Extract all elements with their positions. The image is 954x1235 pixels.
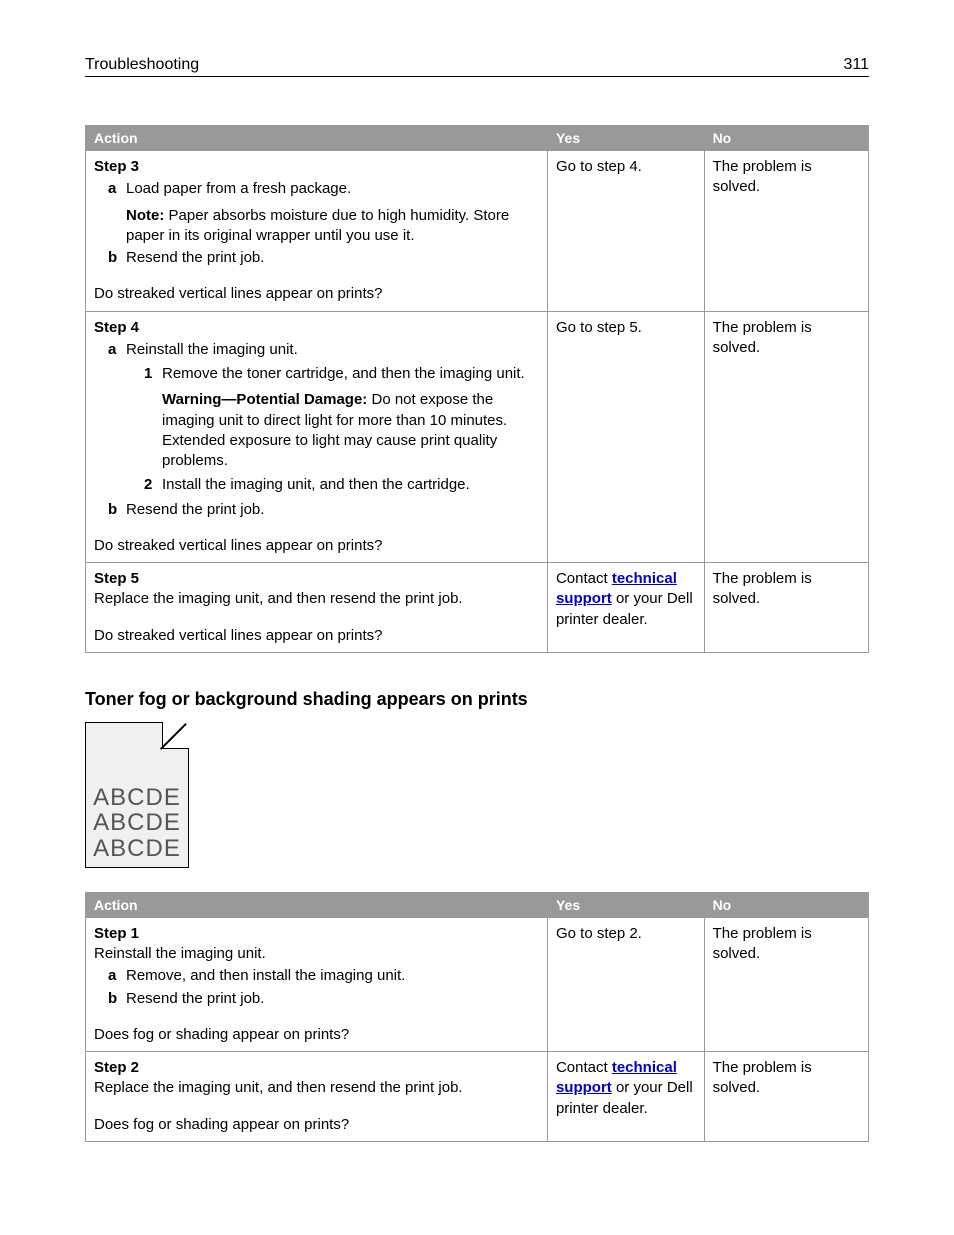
table-row: Step 5 Replace the imaging unit, and the…	[86, 563, 869, 653]
section-title: Troubleshooting	[85, 56, 199, 74]
sample-line: ABCDE	[86, 810, 188, 835]
step-label: Step 4	[94, 318, 539, 338]
note-text: Paper absorbs moisture due to high humid…	[126, 207, 509, 244]
th-no: No	[704, 892, 868, 917]
page-number: 311	[843, 56, 869, 74]
section-heading: Toner fog or background shading appears …	[85, 689, 869, 710]
troubleshoot-table-2: Action Yes No Step 1 Reinstall the imagi…	[85, 892, 869, 1142]
list-marker: 1	[144, 364, 162, 471]
step-question: Does fog or shading appear on prints?	[94, 1115, 539, 1135]
step-label: Step 2	[94, 1058, 539, 1078]
no-cell: The problem is solved.	[704, 563, 868, 653]
table-row: Step 2 Replace the imaging unit, and the…	[86, 1052, 869, 1142]
warning-label: Warning—Potential Damage:	[162, 391, 367, 408]
list-text: Remove the toner cartridge, and then the…	[162, 365, 525, 382]
table-row: Step 4 a Reinstall the imaging unit. 1	[86, 311, 869, 563]
yes-pre: Contact	[556, 570, 612, 587]
no-cell: The problem is solved.	[704, 151, 868, 312]
no-cell: The problem is solved.	[704, 917, 868, 1051]
step-question: Do streaked vertical lines appear on pri…	[94, 536, 539, 556]
list-marker: b	[108, 500, 126, 520]
step-question: Does fog or shading appear on prints?	[94, 1025, 539, 1045]
step-label: Step 3	[94, 157, 539, 177]
th-action: Action	[86, 892, 548, 917]
list-text: Reinstall the imaging unit.	[126, 341, 298, 358]
list-text: Resend the print job.	[126, 500, 539, 520]
yes-cell: Go to step 2.	[547, 917, 704, 1051]
step-label: Step 1	[94, 924, 539, 944]
document-page: Troubleshooting 311 Action Yes No Step 3…	[0, 0, 954, 1182]
th-no: No	[704, 126, 868, 151]
list-marker: 2	[144, 475, 162, 495]
list-marker: b	[108, 989, 126, 1009]
list-marker: a	[108, 179, 126, 246]
yes-pre: Contact	[556, 1059, 612, 1076]
yes-cell: Go to step 5.	[547, 311, 704, 563]
page-header: Troubleshooting 311	[85, 56, 869, 77]
th-yes: Yes	[547, 892, 704, 917]
note-label: Note:	[126, 207, 164, 224]
no-cell: The problem is solved.	[704, 1052, 868, 1142]
step-plain: Replace the imaging unit, and then resen…	[94, 1078, 539, 1098]
step-plain: Reinstall the imaging unit.	[94, 944, 539, 964]
no-cell: The problem is solved.	[704, 311, 868, 563]
print-sample-icon: ABCDE ABCDE ABCDE	[85, 722, 189, 868]
table-row: Step 1 Reinstall the imaging unit. a Rem…	[86, 917, 869, 1051]
th-yes: Yes	[547, 126, 704, 151]
th-action: Action	[86, 126, 548, 151]
table-row: Step 3 a Load paper from a fresh package…	[86, 151, 869, 312]
yes-cell: Go to step 4.	[547, 151, 704, 312]
step-label: Step 5	[94, 569, 539, 589]
list-marker: b	[108, 248, 126, 268]
list-text: Resend the print job.	[126, 989, 539, 1009]
yes-cell: Contact technical support or your Dell p…	[547, 563, 704, 653]
list-marker: a	[108, 966, 126, 986]
step-question: Do streaked vertical lines appear on pri…	[94, 626, 539, 646]
list-text: Resend the print job.	[126, 248, 539, 268]
yes-cell: Contact technical support or your Dell p…	[547, 1052, 704, 1142]
troubleshoot-table-1: Action Yes No Step 3 a Load paper from a…	[85, 125, 869, 653]
list-text: Remove, and then install the imaging uni…	[126, 966, 539, 986]
list-marker: a	[108, 340, 126, 498]
step-question: Do streaked vertical lines appear on pri…	[94, 284, 539, 304]
list-text: Install the imaging unit, and then the c…	[162, 475, 539, 495]
step-plain: Replace the imaging unit, and then resen…	[94, 589, 539, 609]
sample-line: ABCDE	[86, 785, 188, 810]
list-text: Load paper from a fresh package.	[126, 180, 351, 197]
sample-line: ABCDE	[86, 836, 188, 861]
